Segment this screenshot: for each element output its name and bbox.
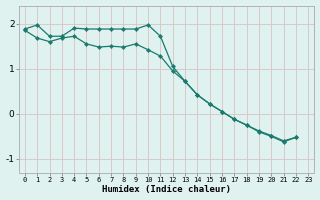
X-axis label: Humidex (Indice chaleur): Humidex (Indice chaleur) [102, 185, 231, 194]
